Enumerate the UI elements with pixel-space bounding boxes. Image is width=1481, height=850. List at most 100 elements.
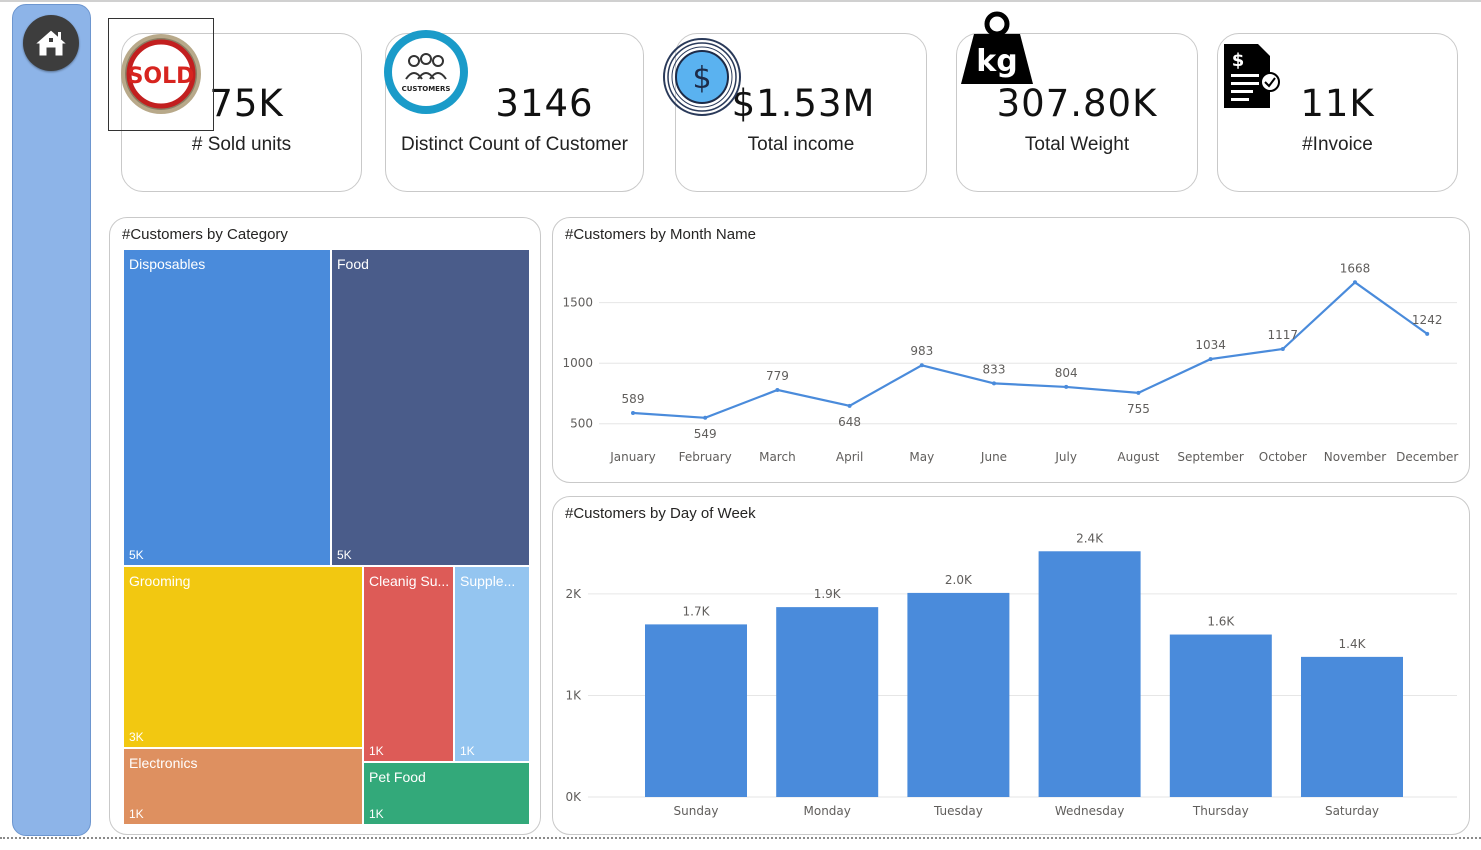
bar-x-tick-label: Thursday xyxy=(1192,804,1249,818)
tile-value: 1K xyxy=(369,807,384,821)
treemap-title: #Customers by Category xyxy=(122,226,288,243)
bar-data-label: 2.0K xyxy=(945,573,973,587)
top-border xyxy=(0,0,1481,2)
line-chart: 500 1000 1500 589 January 549 February 779 March… xyxy=(562,261,1458,464)
treemap-tile-cleaning-supplies[interactable]: Cleanig Su... 1K xyxy=(363,566,454,762)
tile-value: 5K xyxy=(129,548,144,562)
treemap-tile-disposables[interactable]: Disposables 5K xyxy=(123,249,331,566)
bar[interactable] xyxy=(1301,656,1403,797)
home-button[interactable] xyxy=(23,15,79,71)
line-x-tick-label: July xyxy=(1054,450,1077,464)
line-y-tick-label: 1500 xyxy=(562,296,593,310)
line-point[interactable] xyxy=(631,410,635,415)
invoice-icon: $ xyxy=(1222,42,1282,110)
line-point[interactable] xyxy=(1064,384,1069,389)
bar-x-tick-label: Sunday xyxy=(674,804,719,818)
bar-x-tick-label: Wednesday xyxy=(1055,804,1124,818)
tile-label: Cleanig Su... xyxy=(369,573,450,589)
kpi-value: $1.53M xyxy=(731,82,876,125)
kpi-label: Total income xyxy=(747,134,855,155)
tile-label: Disposables xyxy=(129,256,206,272)
treemap-panel: #Customers by Category Disposables 5K Fo… xyxy=(109,217,541,835)
bar[interactable] xyxy=(776,607,879,797)
bar-y-tick-label: 0K xyxy=(565,790,582,804)
line-data-label: 804 xyxy=(1055,366,1078,380)
home-icon xyxy=(34,29,68,57)
svg-text:$: $ xyxy=(1232,50,1245,71)
kg-weight-icon: kg xyxy=(960,10,1035,85)
treemap-tile-grooming[interactable]: Grooming 3K xyxy=(123,566,363,748)
svg-text:CUSTOMERS: CUSTOMERS xyxy=(402,85,451,93)
line-point[interactable] xyxy=(775,387,780,392)
line-point[interactable] xyxy=(1136,390,1141,395)
line-y-tick-label: 500 xyxy=(570,417,593,431)
line-x-tick-label: August xyxy=(1117,450,1159,464)
line-chart-title: #Customers by Month Name xyxy=(565,226,756,243)
customers-icon: CUSTOMERS xyxy=(381,27,471,117)
line-data-label: 1668 xyxy=(1340,261,1371,275)
bar-chart-panel: #Customers by Day of Week 0K 1K 2K 1.7K Sund… xyxy=(552,496,1470,835)
bar-x-tick-label: Tuesday xyxy=(933,804,983,818)
tile-label: Pet Food xyxy=(369,769,426,785)
tile-label: Electronics xyxy=(129,755,198,771)
tile-label: Grooming xyxy=(129,573,191,589)
line-x-tick-label: March xyxy=(759,450,796,464)
bar-x-tick-label: Saturday xyxy=(1325,804,1379,818)
bar-data-label: 2.4K xyxy=(1076,531,1104,545)
line-data-label: 1117 xyxy=(1268,328,1299,342)
line-point[interactable] xyxy=(1208,357,1213,362)
svg-text:$: $ xyxy=(692,61,711,96)
line-point[interactable] xyxy=(1280,347,1285,352)
line-point[interactable] xyxy=(703,415,708,420)
tile-value: 3K xyxy=(129,730,144,744)
line-data-label: 648 xyxy=(838,415,861,429)
tile-value: 1K xyxy=(369,744,384,758)
line-point[interactable] xyxy=(1425,331,1430,336)
sold-badge-icon: SOLD xyxy=(108,18,214,131)
bar[interactable] xyxy=(1038,551,1141,797)
bar-y-tick-label: 2K xyxy=(565,587,582,601)
bar-y-tick-label: 1K xyxy=(565,688,582,702)
line-data-label: 549 xyxy=(694,427,717,441)
bar-x-tick-label: Monday xyxy=(804,804,851,818)
kpi-label: Total Weight xyxy=(1024,134,1130,155)
line-x-tick-label: May xyxy=(909,450,934,464)
line-data-label: 779 xyxy=(766,369,789,383)
kpi-value: 307.80K xyxy=(996,82,1158,125)
bar-chart-title: #Customers by Day of Week xyxy=(565,505,756,522)
bar-data-label: 1.7K xyxy=(683,604,711,618)
svg-text:kg: kg xyxy=(976,44,1017,79)
line-point[interactable] xyxy=(992,381,996,386)
kpi-label: #Invoice xyxy=(1302,134,1373,155)
bar-chart: 0K 1K 2K 1.7K Sunday 1.9K Monday 2.0K Tuesday 2.4… xyxy=(565,531,1457,818)
treemap-tile-pet-food[interactable]: Pet Food 1K xyxy=(363,762,530,825)
bar-data-label: 1.6K xyxy=(1207,615,1235,629)
kpi-value: 75K xyxy=(209,82,284,125)
bar-data-label: 1.9K xyxy=(814,587,842,601)
line-data-label: 589 xyxy=(622,392,645,406)
line-data-label: 755 xyxy=(1127,402,1150,416)
bar[interactable] xyxy=(645,624,747,797)
tile-label: Supple... xyxy=(460,573,516,589)
sidebar xyxy=(12,4,91,836)
svg-text:SOLD: SOLD xyxy=(128,64,195,89)
line-x-tick-label: November xyxy=(1324,450,1386,464)
treemap-tile-food[interactable]: Food 5K xyxy=(331,249,530,566)
bar[interactable] xyxy=(1169,634,1272,797)
line-x-tick-label: January xyxy=(609,450,656,464)
kpi-label: # Sold units xyxy=(191,134,292,155)
kpi-label: Distinct Count of Customer xyxy=(400,134,629,155)
line-x-tick-label: February xyxy=(679,450,732,464)
treemap-tile-electronics[interactable]: Electronics 1K xyxy=(123,748,363,825)
kpi-value: 11K xyxy=(1300,82,1375,125)
line-point[interactable] xyxy=(847,403,852,408)
line-x-tick-label: September xyxy=(1177,450,1243,464)
tile-value: 5K xyxy=(337,548,352,562)
line-data-label: 833 xyxy=(983,362,1006,376)
line-point[interactable] xyxy=(1353,280,1357,285)
line-point[interactable] xyxy=(919,363,924,368)
line-x-tick-label: April xyxy=(836,450,863,464)
bar[interactable] xyxy=(907,592,1010,797)
tile-label: Food xyxy=(337,256,369,272)
treemap-tile-supplements[interactable]: Supple... 1K xyxy=(454,566,530,762)
